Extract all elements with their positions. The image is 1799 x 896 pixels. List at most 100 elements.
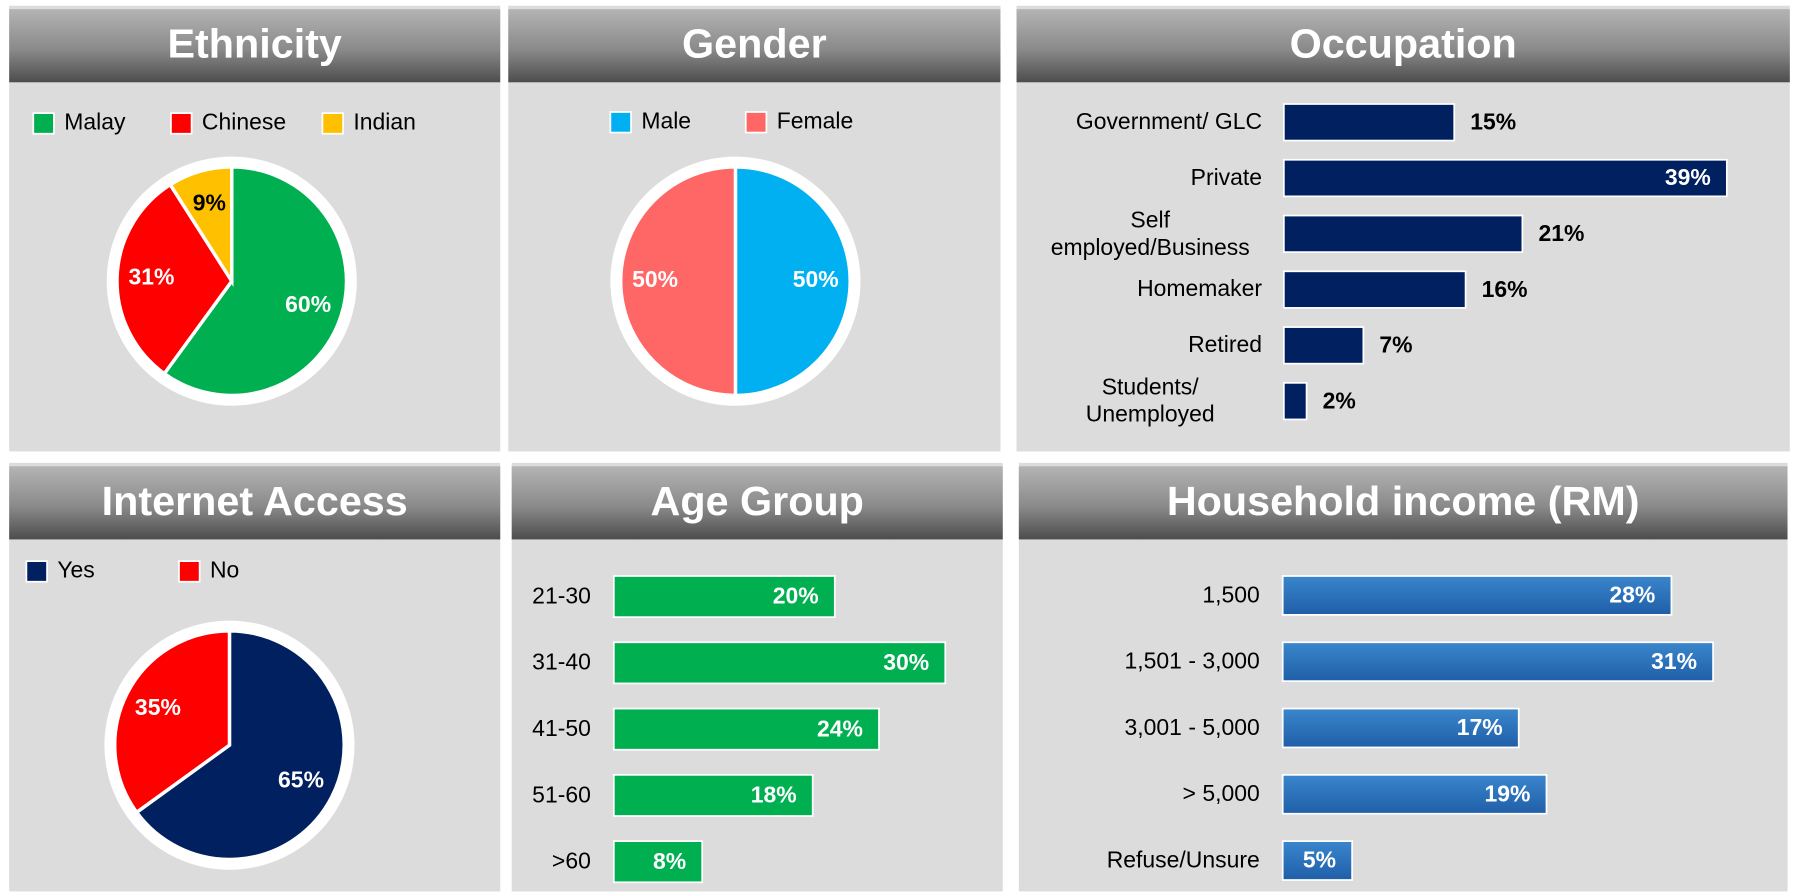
- bar: [612, 707, 880, 751]
- category-label: > 5,000: [1182, 781, 1260, 807]
- legend-swatch: [25, 560, 48, 583]
- panel-title: Household income (RM): [1167, 478, 1640, 524]
- pie-value-label: 9%: [193, 189, 226, 215]
- bar-value-label: 8%: [653, 848, 686, 874]
- category-text: 31-40: [532, 650, 591, 676]
- category-label: Government/ GLC: [1075, 109, 1263, 135]
- legend-label: Indian: [353, 109, 415, 135]
- legend-label: Malay: [64, 109, 126, 135]
- category-text: 41-50: [532, 716, 591, 742]
- bar-value-label: 39%: [1665, 164, 1711, 190]
- category-text: >60: [551, 849, 591, 875]
- pie-value-label: 65%: [278, 767, 324, 793]
- category-text: 3,001 - 5,000: [1124, 715, 1260, 741]
- bar: [1281, 773, 1548, 815]
- bar-value-label: 19%: [1484, 781, 1530, 807]
- pie-slice: [161, 165, 349, 398]
- category-text: Homemaker: [1137, 277, 1263, 303]
- category-label: >60: [551, 849, 591, 875]
- category-text: Retired: [1188, 332, 1263, 358]
- bar: [1281, 641, 1714, 682]
- panel-title: Gender: [682, 21, 827, 67]
- pie-value-label: 60%: [285, 291, 331, 317]
- bar-value-label: 28%: [1609, 582, 1655, 608]
- category-label: 51-60: [532, 782, 591, 808]
- legend-label: Male: [641, 107, 691, 133]
- bar-value-label: 15%: [1470, 109, 1516, 135]
- category-label: Students/ Unemployed: [1085, 374, 1215, 428]
- bar: [1282, 270, 1467, 309]
- pie-value-label: 31%: [129, 264, 175, 290]
- category-label: Self employed/Business: [1051, 208, 1250, 261]
- bar: [1282, 214, 1524, 253]
- legend-label: Female: [777, 107, 853, 133]
- panel-header: [508, 9, 1001, 83]
- category-text: Private: [1190, 165, 1263, 191]
- panel-header: [1018, 466, 1788, 540]
- category-label: Retired: [1188, 332, 1263, 358]
- legend-swatch: [609, 111, 632, 134]
- pie-slice: [134, 629, 346, 862]
- legend-swatch: [744, 111, 768, 134]
- bar-value-label: 16%: [1482, 276, 1528, 302]
- bar: [1282, 381, 1308, 421]
- category-label: 3,001 - 5,000: [1124, 715, 1260, 741]
- bar: [612, 575, 836, 618]
- pie-slice: [733, 165, 852, 398]
- bar-value-label: 30%: [883, 649, 929, 675]
- panel-title: Occupation: [1290, 21, 1517, 67]
- bar-value-label: 17%: [1457, 714, 1503, 740]
- legend-swatch: [170, 112, 193, 135]
- panel-header: [9, 9, 501, 83]
- legend-label: Chinese: [202, 109, 286, 135]
- category-text: Students/ Unemployed: [1085, 374, 1215, 428]
- bar: [612, 641, 947, 685]
- category-label: 41-50: [532, 716, 591, 742]
- panel-header: [9, 466, 501, 540]
- category-text: 1,501 - 3,000: [1124, 649, 1260, 675]
- category-label: 1,500: [1202, 582, 1260, 608]
- category-text: > 5,000: [1182, 781, 1260, 807]
- bar: [1282, 103, 1456, 142]
- bar: [1281, 840, 1353, 881]
- legend-swatch: [178, 560, 201, 583]
- legend-swatch: [32, 112, 55, 135]
- pie-slice: [619, 165, 738, 398]
- panel-title: Internet Access: [102, 478, 408, 524]
- category-text: 51-60: [532, 782, 591, 808]
- bar: [1282, 158, 1728, 198]
- bar: [612, 840, 704, 884]
- bar-value-label: 24%: [817, 715, 863, 741]
- category-label: Private: [1190, 165, 1263, 191]
- bar-value-label: 5%: [1303, 847, 1336, 873]
- bar-value-label: 21%: [1538, 220, 1584, 246]
- category-label: Homemaker: [1137, 277, 1263, 303]
- bar: [1281, 575, 1673, 616]
- panel-header: [511, 466, 1003, 540]
- category-label: 1,501 - 3,000: [1124, 649, 1260, 675]
- pie-value-label: 50%: [793, 266, 839, 292]
- bar-value-label: 7%: [1379, 332, 1412, 358]
- panel-header: [1016, 9, 1790, 83]
- category-text: 21-30: [532, 584, 591, 610]
- category-text: 1,500: [1202, 582, 1260, 608]
- category-label: 21-30: [532, 584, 591, 610]
- category-text: Refuse/Unsure: [1106, 848, 1260, 874]
- legend-swatch: [321, 112, 344, 135]
- pie-value-label: 50%: [632, 266, 678, 292]
- panel-title: Ethnicity: [168, 21, 342, 67]
- bar: [1281, 707, 1520, 749]
- pie-slice: [113, 629, 232, 815]
- panel-title: Age Group: [651, 478, 864, 524]
- category-label: 31-40: [532, 650, 591, 676]
- bar-value-label: 2%: [1323, 387, 1356, 413]
- category-text: Government/ GLC: [1075, 109, 1263, 135]
- legend-label: No: [210, 557, 239, 583]
- bar-value-label: 20%: [773, 583, 819, 609]
- bar: [612, 773, 814, 817]
- category-label: Refuse/Unsure: [1106, 848, 1260, 874]
- bar: [1282, 326, 1365, 365]
- legend-label: Yes: [57, 557, 94, 583]
